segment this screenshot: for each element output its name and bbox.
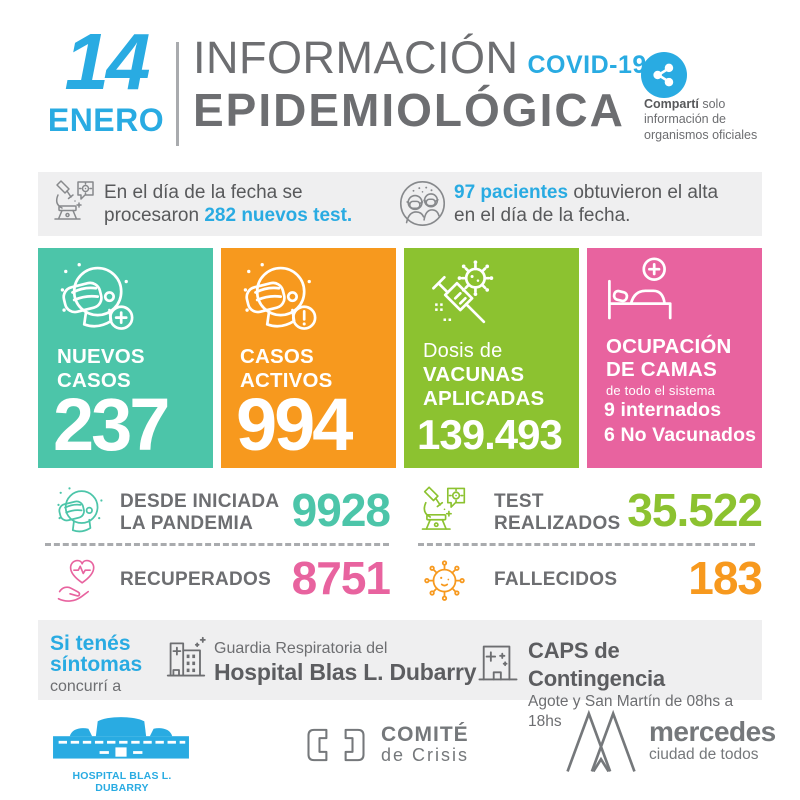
mask-face-alert-icon: [237, 258, 321, 342]
place-name: Hospital Blas L. Dubarry: [214, 659, 477, 686]
total-label: FALLECIDOS: [494, 569, 618, 590]
card-label: Dosis de VACUNAS APLICADAS: [423, 340, 545, 411]
title-informacion: INFORMACIÓN: [193, 32, 519, 83]
mercedes-name: mercedes: [649, 716, 776, 747]
symptoms-headline: Si tenés síntomas concurrí a: [50, 632, 143, 695]
virus-icon: [417, 552, 472, 607]
mask-face-plus-icon: [54, 258, 138, 342]
microscope-icon: [50, 178, 100, 228]
share-note: Compartí solo información de organismos …: [644, 97, 758, 142]
camas-detail: 9 internados 6 No Vacunados: [604, 399, 757, 447]
patients-pair-icon: [396, 177, 449, 230]
place-hours: Agote y San Martín de 08hs a 18hs: [528, 693, 734, 731]
mercedes-tagline: ciudad de todos: [649, 746, 759, 764]
card-casos-activos: CASOS ACTIVOS 994: [221, 248, 396, 468]
heart-hand-icon: [53, 552, 108, 607]
card-nuevos-casos: NUEVOS CASOS 237: [38, 248, 213, 468]
comite-crisis-mark: [307, 728, 365, 762]
mercedes-logo: mercedes ciudad de todos: [563, 706, 776, 776]
microscope-icon: [417, 484, 472, 539]
pandemia-value: 9928: [291, 484, 391, 536]
daily-tests-highlight: 282 nuevos test.: [204, 205, 353, 227]
fallecidos-value: 183: [688, 552, 763, 604]
date-month: ENERO: [47, 102, 165, 138]
nuevos-casos-value: 237: [53, 383, 170, 466]
symptoms-subline: concurrí a: [50, 678, 122, 695]
place-name: CAPS de Contingencia: [528, 638, 665, 691]
daily-discharges-text: 97 pacientes obtuvieron el alta en el dí…: [454, 182, 719, 227]
header-divider: [176, 42, 179, 146]
comite-name: COMITÉ: [381, 723, 469, 746]
caps-building-icon: [478, 638, 518, 686]
card-vacunas: Dosis de VACUNAS APLICADAS 139.493: [404, 248, 579, 468]
daily-stats-bar: En el día de la fecha se procesaron 282 …: [38, 172, 762, 236]
total-label: RECUPERADOS: [120, 569, 272, 590]
covid-19-tag: COVID-19: [527, 51, 647, 79]
card-sublabel: de todo el sistema: [606, 382, 716, 398]
card-ocupacion-camas: OCUPACIÓN DE CAMAS de todo el sistema 9 …: [587, 248, 762, 468]
date-block: 14 ENERO: [40, 22, 172, 139]
title-epidemiologica: EPIDEMIOLÓGICA: [193, 83, 625, 136]
hospital-building-silhouette: [53, 717, 189, 759]
dashed-divider: [45, 543, 389, 546]
vacunas-value: 139.493: [417, 411, 563, 458]
comite-crisis-logo: COMITÉ de Crisis: [303, 721, 468, 769]
syringe-virus-icon: [420, 258, 504, 342]
symptoms-bar: Si tenés síntomas concurrí a Guardia Res…: [38, 620, 762, 730]
tests-value: 35.522: [627, 484, 763, 536]
card-label: OCUPACIÓN DE CAMAS de todo el sistema: [606, 335, 732, 398]
hospital-logo: HOSPITAL BLAS L. DUBARRY: [46, 712, 198, 794]
date-day: 14: [64, 17, 151, 106]
card-label: NUEVOS CASOS: [57, 345, 145, 392]
share-icon: [641, 52, 687, 98]
total-recuperados: RECUPERADOS 8751: [38, 550, 391, 610]
total-label: TEST REALIZADOS: [494, 491, 621, 535]
card-label: CASOS ACTIVOS: [240, 345, 333, 392]
casos-activos-value: 994: [236, 383, 353, 466]
hospital-logo-label: HOSPITAL BLAS L. DUBARRY: [72, 770, 172, 794]
place-guardia: Guardia Respiratoria del Hospital Blas L…: [214, 640, 477, 686]
comite-subname: de Crisis: [381, 745, 470, 766]
total-fallecidos: FALLECIDOS 183: [412, 550, 763, 610]
place-caps: CAPS de Contingencia Agote y San Martín …: [528, 637, 762, 732]
hospital-building-icon: [165, 635, 207, 687]
total-tests: TEST REALIZADOS 35.522: [412, 482, 763, 542]
page-title: INFORMACIÓN COVID-19 EPIDEMIOLÓGICA: [193, 33, 647, 134]
total-pandemia: DESDE INICIADA LA PANDEMIA 9928: [38, 482, 391, 542]
mask-face-icon: [53, 484, 108, 539]
daily-tests-text: En el día de la fecha se procesaron 282 …: [104, 182, 353, 227]
mercedes-mark: [566, 709, 636, 773]
hospital-bed-icon: [599, 254, 679, 334]
recuperados-value: 8751: [291, 552, 391, 604]
daily-discharges-highlight: 97 pacientes: [454, 182, 569, 203]
dashed-divider: [418, 543, 755, 546]
total-label: DESDE INICIADA LA PANDEMIA: [120, 491, 280, 535]
